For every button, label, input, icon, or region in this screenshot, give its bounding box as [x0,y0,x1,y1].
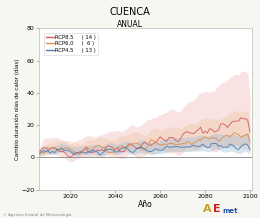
Text: CUENCA: CUENCA [110,7,150,17]
Text: © Agencia Estatal de Meteorología: © Agencia Estatal de Meteorología [3,213,71,217]
X-axis label: Año: Año [138,200,153,209]
Text: A: A [203,204,211,214]
Text: ANUAL: ANUAL [117,20,143,29]
Y-axis label: Cambio duración olas de calor (días): Cambio duración olas de calor (días) [15,58,20,160]
Text: met: met [222,208,238,214]
Text: E: E [213,204,221,214]
Legend: RCP8.5     ( 14 ), RCP6.0     (  6 ), RCP4.5     ( 13 ): RCP8.5 ( 14 ), RCP6.0 ( 6 ), RCP4.5 ( 13… [44,33,98,55]
